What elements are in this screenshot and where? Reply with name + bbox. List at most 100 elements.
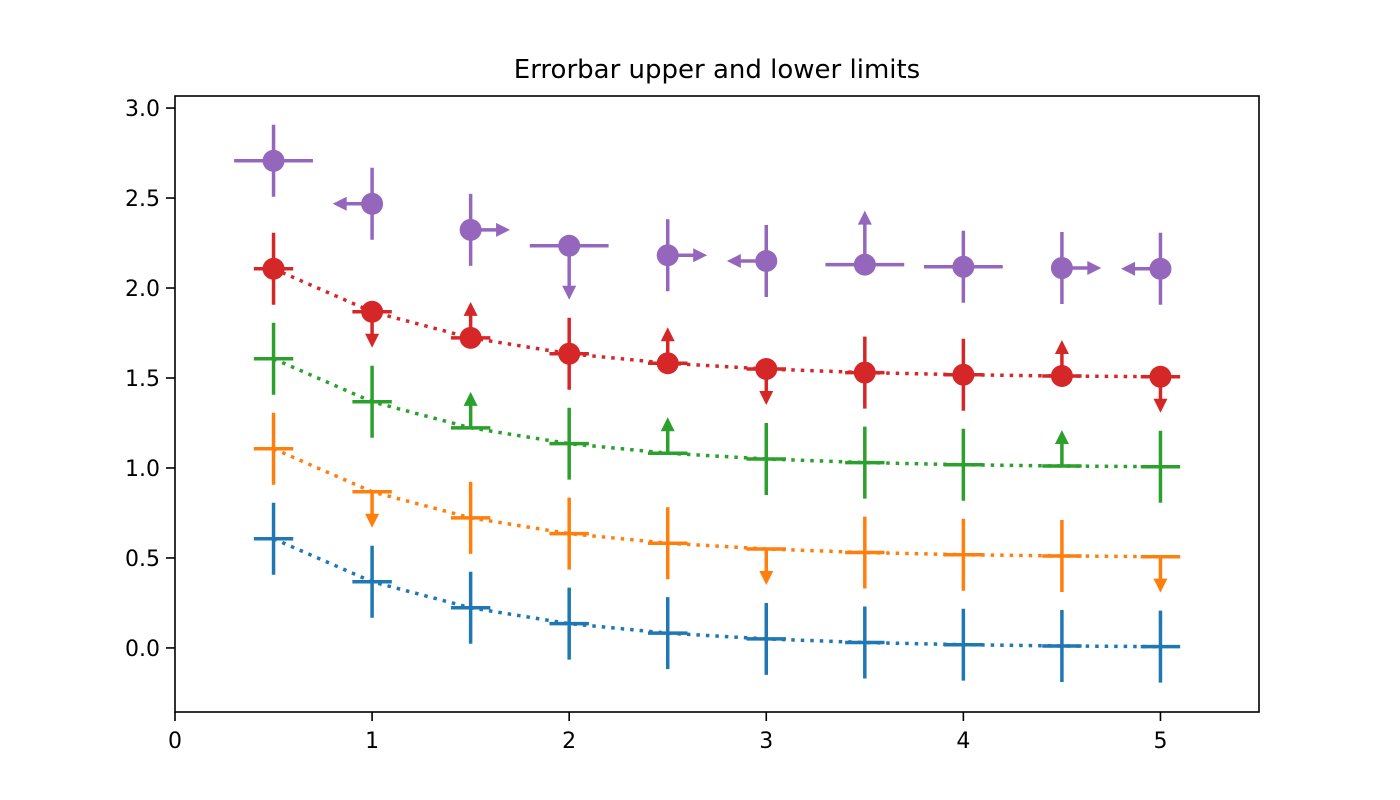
y-tick: 2.5	[125, 187, 175, 212]
point-marker	[262, 149, 285, 172]
data-point	[1140, 610, 1181, 683]
arrow-down-icon	[1153, 578, 1168, 593]
data-point	[253, 412, 294, 485]
point-marker	[361, 192, 384, 215]
data-point	[1042, 609, 1082, 682]
series-0	[253, 502, 1181, 683]
arrow-down-icon	[365, 513, 380, 528]
arrow-right-icon	[496, 222, 511, 237]
point-marker	[952, 255, 975, 278]
point-marker	[262, 257, 285, 280]
x-tick-label: 4	[956, 729, 970, 754]
series-1	[253, 412, 1181, 593]
y-tick-label: 0.5	[125, 547, 160, 572]
series-line	[272, 537, 1161, 649]
arrow-up-icon	[857, 210, 872, 225]
arrow-down-icon	[1153, 398, 1168, 413]
point-marker	[755, 250, 778, 273]
point-marker	[1050, 257, 1073, 280]
x-tick: 2	[562, 712, 576, 754]
y-axis: 0.0 0.5 1.0 1.5 2.0 2.5 3.0	[125, 97, 175, 662]
data-point	[352, 300, 392, 348]
arrow-down-icon	[759, 570, 774, 585]
y-tick-label: 3.0	[125, 97, 160, 122]
data-point	[529, 234, 609, 300]
data-point	[450, 391, 491, 430]
data-point	[549, 497, 589, 570]
data-point	[549, 587, 589, 660]
arrow-up-icon	[463, 301, 478, 316]
data-point	[648, 417, 688, 455]
data-point	[1140, 365, 1181, 413]
x-tick-label: 0	[168, 729, 182, 754]
point-marker	[459, 326, 482, 349]
data-point	[923, 230, 1003, 303]
data-point	[845, 516, 885, 589]
data-point	[234, 124, 313, 197]
y-tick: 1.0	[125, 457, 175, 482]
point-marker	[361, 300, 384, 323]
y-tick-label: 2.0	[125, 277, 160, 302]
x-tick: 5	[1153, 712, 1167, 754]
data-point	[746, 547, 786, 585]
point-marker	[656, 352, 679, 375]
data-point	[332, 167, 384, 240]
data-point	[450, 481, 491, 554]
data-point	[943, 608, 984, 681]
arrow-down-icon	[562, 285, 577, 300]
point-marker	[952, 363, 975, 386]
data-point	[726, 225, 778, 298]
point-marker	[1149, 365, 1172, 388]
arrow-right-icon	[1087, 261, 1102, 276]
series-4	[234, 124, 1172, 305]
data-point	[253, 322, 294, 395]
data-point	[1042, 340, 1082, 388]
data-point	[746, 422, 786, 495]
arrow-left-icon	[726, 254, 741, 269]
y-tick-label: 1.5	[125, 367, 160, 392]
point-marker	[853, 253, 876, 276]
data-point	[648, 597, 688, 670]
y-tick: 0.5	[125, 547, 175, 572]
point-marker	[853, 361, 876, 384]
arrow-right-icon	[693, 248, 708, 263]
y-tick-label: 1.0	[125, 457, 160, 482]
data-point	[450, 301, 491, 349]
data-point	[656, 219, 708, 292]
series-line	[272, 447, 1161, 559]
x-tick: 4	[956, 712, 970, 754]
x-tick-label: 2	[562, 729, 576, 754]
x-tick-label: 1	[365, 729, 379, 754]
data-point	[845, 336, 885, 409]
y-tick-label: 2.5	[125, 187, 160, 212]
data-point	[943, 428, 984, 501]
x-tick: 1	[365, 712, 379, 754]
data-point	[825, 210, 905, 276]
series-3	[253, 232, 1181, 413]
data-point	[1042, 430, 1082, 468]
arrow-up-icon	[1054, 430, 1069, 445]
series-line	[272, 267, 1161, 379]
chart-title: Errorbar upper and lower limits	[514, 55, 920, 85]
data-point	[746, 602, 786, 675]
data-point	[549, 407, 589, 480]
point-marker	[558, 342, 581, 365]
y-tick: 0.0	[125, 637, 175, 662]
data-point	[845, 606, 885, 679]
series-line	[272, 357, 1161, 469]
axes-frame	[174, 95, 1260, 713]
point-marker	[1050, 365, 1073, 388]
data-point	[1042, 519, 1082, 592]
data-point	[746, 357, 786, 405]
y-tick-label: 0.0	[125, 637, 160, 662]
point-marker	[656, 244, 679, 267]
plot-area	[234, 124, 1181, 683]
point-marker	[755, 357, 778, 380]
data-point	[1140, 430, 1181, 503]
data-point	[1050, 232, 1102, 305]
arrow-up-icon	[463, 391, 478, 406]
y-tick: 2.0	[125, 277, 175, 302]
x-tick-label: 5	[1153, 729, 1167, 754]
data-point	[450, 571, 491, 644]
